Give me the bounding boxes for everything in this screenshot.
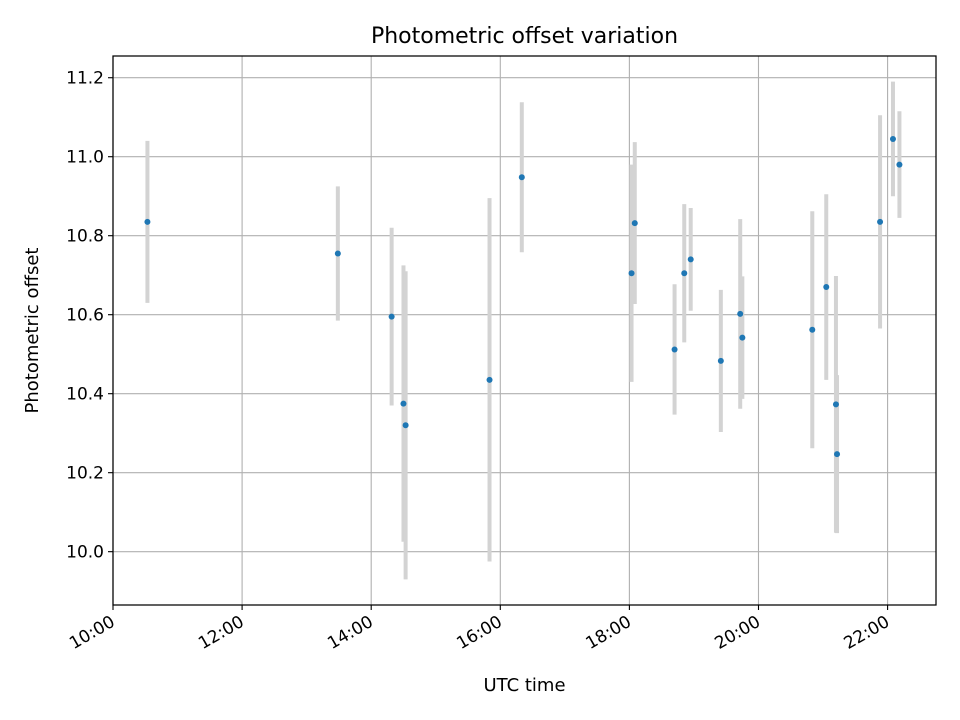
data-point [334, 250, 341, 257]
data-point [402, 422, 409, 429]
data-point [400, 400, 407, 407]
data-point [518, 174, 525, 181]
data-point [823, 284, 830, 291]
x-tick-label: 12:00 [195, 612, 247, 654]
y-tick-label: 10.2 [66, 464, 104, 484]
x-axis-label: UTC time [483, 675, 565, 696]
y-tick-label: 10.6 [66, 306, 104, 326]
data-point [877, 218, 884, 225]
data-point [681, 270, 688, 277]
data-points [144, 135, 903, 458]
plot-frame [112, 55, 937, 606]
data-point [896, 161, 903, 168]
data-point [832, 401, 839, 408]
y-tick-label: 10.8 [66, 227, 104, 247]
data-point [388, 313, 395, 320]
data-point [671, 346, 678, 353]
x-tick-label: 16:00 [453, 612, 505, 654]
x-tick-label: 22:00 [841, 612, 893, 654]
y-tick-label: 10.4 [66, 385, 104, 405]
chart-title: Photometric offset variation [371, 24, 678, 49]
data-point [889, 135, 896, 142]
grid [112, 56, 936, 605]
data-point [631, 220, 638, 227]
x-axis-ticks: 10:00 12:00 14:00 16:00 18:00 20:00 22:00 [66, 605, 893, 654]
x-tick-label: 18:00 [582, 612, 634, 654]
data-point [628, 270, 635, 277]
data-point [809, 326, 816, 333]
data-point [144, 218, 151, 225]
y-tick-label: 10.0 [66, 543, 104, 563]
data-point [739, 334, 746, 341]
y-axis-label: Photometric offset [22, 248, 43, 414]
x-tick-label: 14:00 [324, 612, 376, 654]
y-tick-label: 11.2 [66, 69, 104, 89]
x-tick-label: 10:00 [66, 612, 118, 654]
data-point [834, 451, 841, 458]
y-axis-ticks: 10.0 10.2 10.4 10.6 10.8 11.0 11.2 [66, 69, 113, 563]
y-tick-label: 11.0 [66, 148, 104, 168]
data-point [737, 310, 744, 317]
data-point [486, 376, 493, 383]
x-tick-label: 20:00 [712, 612, 764, 654]
data-point [717, 357, 724, 364]
data-point [687, 256, 694, 263]
